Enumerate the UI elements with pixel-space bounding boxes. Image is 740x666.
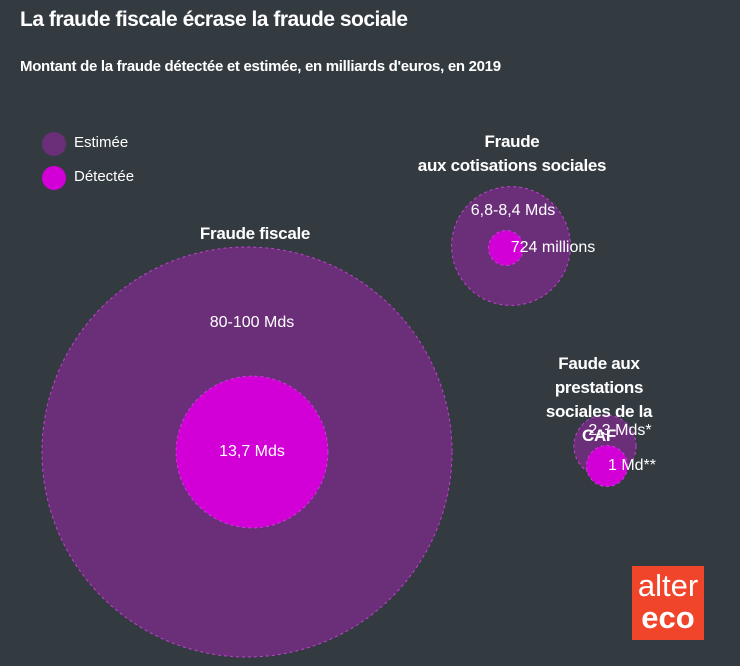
detected-bubble: [175, 375, 329, 529]
value-label: 13,7 Mds: [219, 443, 285, 460]
logo-line: eco: [641, 600, 695, 635]
legend-label: Détectée: [74, 168, 135, 185]
group-label: Fraude fiscale: [199, 224, 311, 243]
value-label: 1 Md**: [607, 457, 657, 474]
legend-swatch: [42, 132, 66, 156]
group-label: Faude aux prestations sociales de la CAF: [545, 354, 653, 445]
value-label: 724 millions: [510, 239, 596, 256]
group-label: Fraude aux cotisations sociales: [417, 132, 607, 175]
legend-label: Estimée: [74, 134, 129, 151]
chart-title: La fraude fiscale écrase la fraude socia…: [20, 8, 408, 31]
logo-line: alter: [637, 568, 699, 603]
value-label: 6,8-8,4 Mds: [470, 202, 556, 219]
detected-bubble: [586, 445, 628, 487]
value-label: 80-100 Mds: [209, 314, 295, 331]
chart-subtitle: Montant de la fraude détectée et estimée…: [20, 58, 501, 75]
detected-bubble: [488, 230, 524, 266]
value-label: 2,3 Mds*: [588, 422, 652, 439]
legend-swatch: [42, 166, 66, 190]
logo: alter eco: [632, 566, 704, 640]
